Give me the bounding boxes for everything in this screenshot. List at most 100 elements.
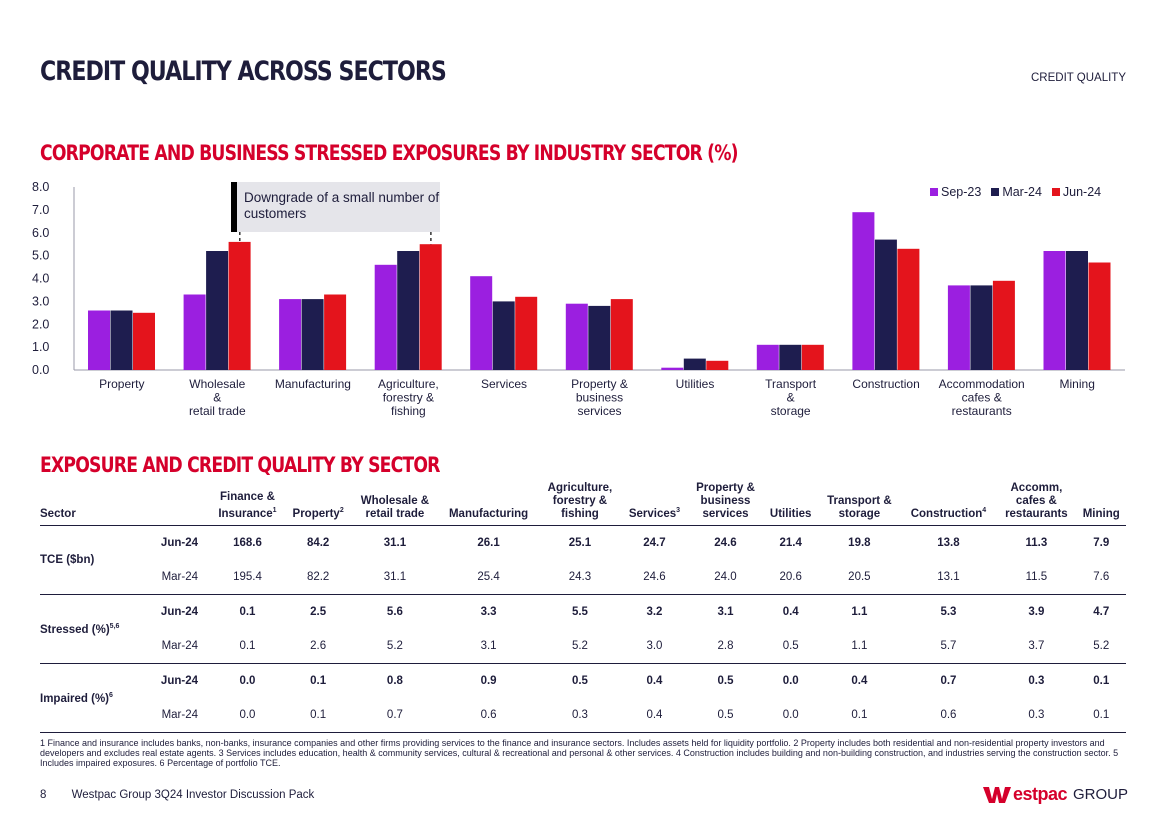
table-row: TCE ($bn) Jun-24 168.6 84.2 31.1 26.1 25.1 24.7… (40, 525, 1126, 595)
bar-sep-23 (88, 310, 110, 370)
table-cell: 0.0 (210, 698, 285, 733)
table-cell: 3.1 (717, 606, 734, 618)
bar-jun-24 (324, 294, 347, 370)
table-cell: 13.1 (900, 560, 997, 595)
bar-jun-24 (515, 296, 538, 370)
table-cell: 0.1 (239, 606, 256, 618)
table-cell: 25.4 (438, 560, 539, 595)
table-cell: 25.1 (568, 537, 592, 549)
x-tick-label: cafes & (962, 391, 1002, 405)
x-tick-label: fishing (391, 404, 426, 418)
table-cell: 0.1 (210, 629, 285, 664)
row-group-label: Impaired (%)6 (40, 663, 152, 733)
bar-mar-24 (970, 285, 993, 370)
bar-mar-24 (492, 301, 515, 370)
x-tick-label: restaurants (952, 404, 1012, 418)
x-tick-label: Construction (852, 377, 919, 391)
table-cell: 5.2 (351, 629, 439, 664)
x-tick-label: Manufacturing (275, 377, 351, 391)
x-tick-label: business (576, 391, 623, 405)
table-cell: 7.9 (1093, 537, 1110, 549)
table-cell: 24.0 (687, 560, 764, 595)
bar-jun-24 (610, 299, 633, 370)
bar-jun-24 (801, 344, 824, 370)
table-cell: 5.3 (940, 606, 957, 618)
table-cell: 11.5 (996, 560, 1077, 595)
period-label: Mar-24 (152, 560, 210, 595)
bar-jun-24 (992, 280, 1015, 370)
table-row: Mar-24 195.4 82.2 31.1 25.4 24.3 24.6 24.0 20.6 2… (40, 560, 1126, 595)
legend-swatch (930, 188, 938, 196)
table-row: Mar-24 0.1 2.6 5.2 3.1 5.2 3.0 2.8 0.5 1.1 5.7 3.7 5… (40, 629, 1126, 664)
y-tick-label: 3.0 (32, 294, 49, 308)
legend-swatch (991, 188, 1000, 196)
table-cell: 24.7 (643, 537, 666, 549)
table-cell: 0.7 (351, 698, 439, 733)
logo-group: GROUP (1072, 786, 1128, 803)
table-cell: 11.3 (1025, 537, 1048, 549)
x-tick-label: Transport (765, 377, 817, 391)
table-cell: 0.4 (621, 698, 688, 733)
bar-jun-24 (1088, 262, 1111, 370)
table-cell: 0.1 (1076, 698, 1126, 733)
page-title: CREDIT QUALITY ACROSS SECTORS (40, 56, 447, 87)
bar-sep-23 (661, 367, 684, 370)
table-cell: 24.6 (714, 537, 737, 549)
x-tick-label: storage (771, 404, 811, 418)
y-tick-label: 5.0 (32, 249, 49, 263)
table-cell: 3.1 (438, 629, 539, 664)
section-tag: CREDIT QUALITY (1031, 72, 1126, 84)
table-cell: 0.4 (782, 606, 799, 618)
westpac-w-icon (982, 786, 1011, 803)
y-tick-label: 4.0 (32, 272, 49, 286)
bar-sep-23 (756, 344, 779, 370)
x-tick-label: Property (99, 377, 144, 391)
logo-text: estpac (1012, 784, 1068, 804)
column-header: Accomm, cafes & restaurants (996, 482, 1077, 526)
legend-label: Mar-24 (1002, 185, 1042, 199)
sector-header: Sector (40, 482, 210, 526)
x-tick-label: Accommodation (939, 377, 1025, 391)
westpac-logo: estpac GROUP (982, 784, 1128, 805)
table-cell: 31.1 (383, 537, 407, 549)
bar-mar-24 (779, 344, 802, 370)
footer: 8 Westpac Group 3Q24 Investor Discussion… (40, 789, 314, 801)
table-cell: 3.3 (480, 606, 497, 618)
x-tick-label: forestry & (383, 391, 434, 405)
table-cell: 0.3 (538, 698, 622, 733)
bar-mar-24 (588, 305, 611, 370)
table-cell: 3.0 (621, 629, 688, 664)
table-cell: 0.5 (571, 675, 588, 687)
bar-jun-24 (228, 241, 251, 370)
table-cell: 82.2 (284, 560, 352, 595)
column-header: Property2 (284, 482, 352, 526)
column-header: Property & business services (687, 482, 764, 526)
table-cell: 0.0 (763, 698, 819, 733)
bar-sep-23 (470, 276, 493, 370)
table-cell: 5.7 (900, 629, 997, 664)
bar-sep-23 (279, 299, 302, 370)
y-tick-label: 2.0 (32, 317, 49, 331)
table-cell: 21.4 (779, 537, 802, 549)
bar-mar-24 (1066, 251, 1088, 370)
table-cell: 19.8 (848, 537, 871, 549)
x-tick-label: services (577, 404, 621, 418)
table-cell: 0.3 (996, 698, 1077, 733)
sector-table: Sector Finance & Insurance1 Property2 Wholes… (40, 482, 1126, 733)
table-cell: 5.5 (571, 606, 588, 618)
period-label: Mar-24 (152, 629, 210, 664)
table-cell: 0.5 (763, 629, 819, 664)
page-number: 8 (40, 789, 47, 801)
table-cell: 2.8 (687, 629, 764, 664)
table-cell: 0.4 (646, 675, 663, 687)
y-tick-label: 1.0 (32, 340, 49, 354)
bar-jun-24 (419, 244, 442, 370)
table-cell: 84.2 (306, 537, 330, 549)
row-group-label: Stressed (%)5,6 (40, 594, 152, 664)
table-cell: 3.7 (996, 629, 1077, 664)
x-tick-label: & (213, 391, 221, 405)
bar-jun-24 (133, 312, 155, 370)
chart-legend: Sep-23 Mar-24 Jun-24 (930, 185, 1101, 199)
x-tick-label: Property & (571, 377, 628, 391)
column-header: Transport & storage (818, 482, 901, 526)
